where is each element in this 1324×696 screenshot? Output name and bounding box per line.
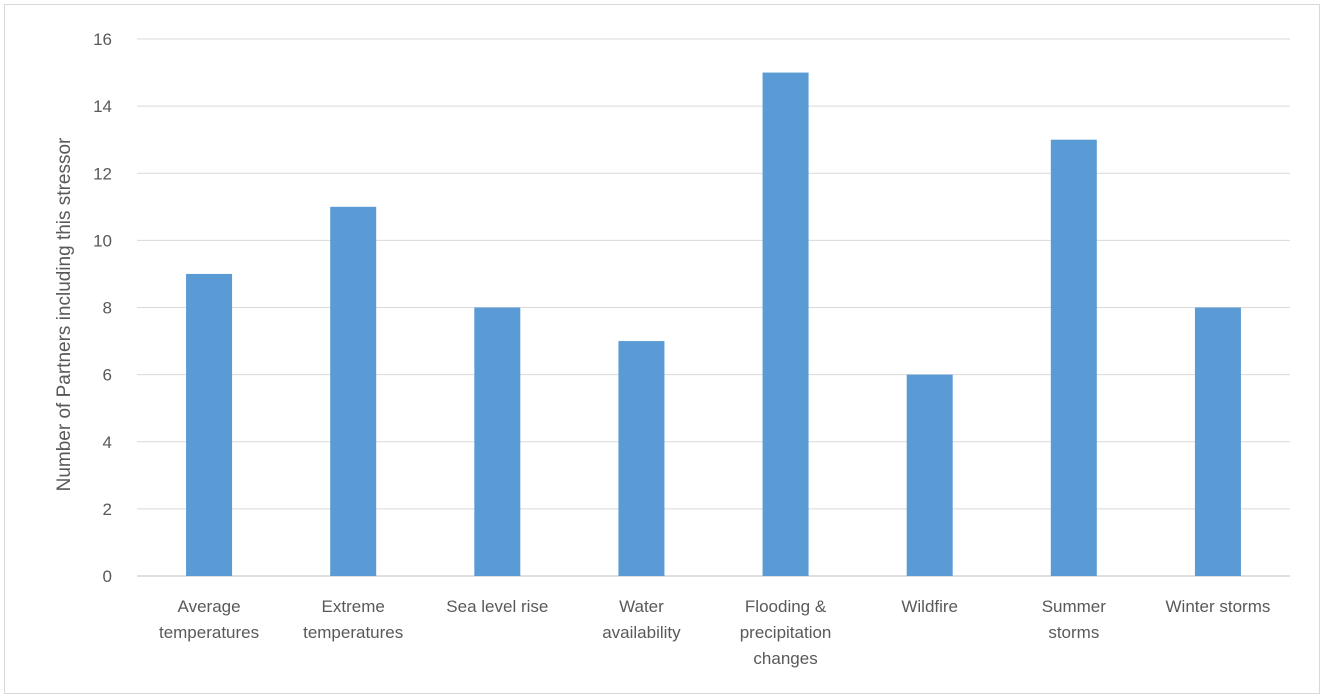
y-tick-label: 12 — [93, 164, 112, 183]
x-tick-label: Summer storms — [1042, 597, 1107, 642]
bar — [474, 307, 521, 576]
y-tick-label: 0 — [103, 567, 112, 586]
bar — [186, 273, 233, 576]
bar — [1194, 307, 1241, 576]
x-axis-labels: Average temperatures Extreme temperatures Se… — [159, 597, 1270, 668]
y-tick-label: 4 — [103, 433, 112, 452]
x-tick-label: Water availability — [602, 597, 681, 642]
y-tick-label: 10 — [93, 231, 112, 250]
bar — [906, 374, 953, 576]
bars — [186, 72, 1241, 576]
x-tick-label: Sea level rise — [446, 597, 548, 616]
y-tick-label: 6 — [103, 366, 112, 385]
y-axis-title: Number of Partners including this stress… — [54, 137, 75, 491]
bar — [618, 341, 665, 576]
y-tick-label: 2 — [103, 500, 112, 519]
bar — [330, 206, 377, 576]
y-axis-ticks: 0 2 4 6 8 10 12 14 16 — [93, 30, 112, 586]
x-tick-label: Winter storms — [1166, 597, 1271, 616]
y-tick-label: 14 — [93, 97, 112, 116]
x-tick-label: Extreme temperatures — [303, 597, 403, 642]
x-tick-label: Average temperatures — [159, 597, 259, 642]
x-tick-label: Wildfire — [901, 597, 958, 616]
gridlines — [137, 38, 1290, 577]
bar — [1050, 139, 1097, 576]
x-tick-label: Flooding & precipitation changes — [740, 597, 832, 668]
y-tick-label: 8 — [103, 299, 112, 318]
bar — [762, 72, 809, 576]
y-tick-label: 16 — [93, 30, 112, 49]
